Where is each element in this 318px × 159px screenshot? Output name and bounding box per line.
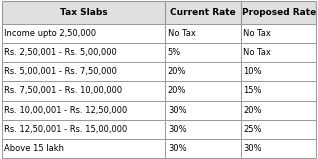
Text: 5%: 5% (168, 48, 181, 57)
Text: Above 15 lakh: Above 15 lakh (4, 144, 64, 153)
Bar (2, 120, 165, 139)
Bar (165, 139, 241, 158)
Text: 20%: 20% (168, 86, 186, 95)
Bar (2, 62, 165, 81)
Bar (165, 62, 241, 81)
Text: 25%: 25% (243, 125, 262, 134)
Text: Rs. 10,00,001 - Rs. 12,50,000: Rs. 10,00,001 - Rs. 12,50,000 (4, 106, 128, 115)
Bar (2, 43, 165, 62)
Text: Proposed Rate: Proposed Rate (241, 8, 316, 17)
Text: Current Rate: Current Rate (170, 8, 236, 17)
Bar (2, 139, 165, 158)
Bar (241, 100, 316, 120)
Text: 30%: 30% (168, 144, 186, 153)
Bar (241, 43, 316, 62)
Text: Income upto 2,50,000: Income upto 2,50,000 (4, 29, 96, 38)
Bar (241, 62, 316, 81)
Text: No Tax: No Tax (243, 48, 271, 57)
Bar (241, 81, 316, 100)
Text: 20%: 20% (243, 106, 262, 115)
Bar (165, 1, 241, 24)
Bar (165, 120, 241, 139)
Bar (165, 81, 241, 100)
Text: Rs. 2,50,001 - Rs. 5,00,000: Rs. 2,50,001 - Rs. 5,00,000 (4, 48, 117, 57)
Bar (241, 24, 316, 43)
Text: Rs. 7,50,001 - Rs. 10,00,000: Rs. 7,50,001 - Rs. 10,00,000 (4, 86, 122, 95)
Bar (241, 139, 316, 158)
Text: 30%: 30% (243, 144, 262, 153)
Text: 10%: 10% (243, 67, 262, 76)
Text: No Tax: No Tax (168, 29, 196, 38)
Text: 15%: 15% (243, 86, 262, 95)
Bar (241, 1, 316, 24)
Text: Tax Slabs: Tax Slabs (60, 8, 107, 17)
Text: Rs. 5,00,001 - Rs. 7,50,000: Rs. 5,00,001 - Rs. 7,50,000 (4, 67, 117, 76)
Bar (165, 43, 241, 62)
Text: 30%: 30% (168, 125, 186, 134)
Bar (2, 100, 165, 120)
Text: Rs. 12,50,001 - Rs. 15,00,000: Rs. 12,50,001 - Rs. 15,00,000 (4, 125, 128, 134)
Bar (2, 1, 165, 24)
Bar (2, 24, 165, 43)
Bar (165, 24, 241, 43)
Text: 20%: 20% (168, 67, 186, 76)
Bar (2, 81, 165, 100)
Text: 30%: 30% (168, 106, 186, 115)
Bar (165, 100, 241, 120)
Bar (241, 120, 316, 139)
Text: No Tax: No Tax (243, 29, 271, 38)
